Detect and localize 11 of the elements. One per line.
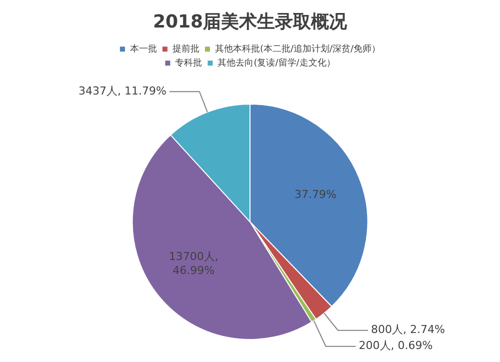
chart-title: 2018届美术生录取概况 (152, 11, 348, 32)
legend-label: 其他去向(复读/留学/走文化） (218, 57, 336, 68)
legend-label: 本一批 (130, 43, 157, 54)
data-label: 200人, 0.69% (358, 339, 433, 352)
data-label: 13700人, 46.99% (168, 250, 218, 278)
data-label: 37.79% (294, 188, 336, 202)
data-label: 800人, 2.74% (370, 323, 445, 336)
legend-label: 专科批 (175, 57, 202, 68)
legend-label: 提前批 (172, 43, 200, 54)
legend-label: 其他本科批(本二批/追加计划/深贫/免师） (214, 43, 381, 54)
data-label: 3437人, 11.79% (78, 84, 166, 98)
